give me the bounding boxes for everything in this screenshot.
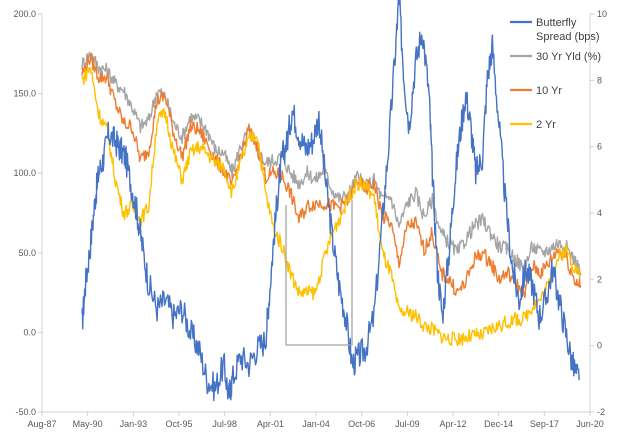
series-layer	[81, 0, 582, 402]
right-tick-label: 10	[597, 9, 607, 19]
legend-label-0: Spread (bps)	[536, 31, 600, 43]
legend: Butterfly Spread (bps) 30 Yr Yld (%) 10 Yr 2…	[510, 17, 601, 131]
gray-step-artifact	[285, 200, 353, 346]
x-tick-label: Jan-93	[120, 419, 148, 429]
legend-label-1: 30 Yr Yld (%)	[536, 51, 601, 63]
left-tick-label: 50.0	[18, 248, 36, 258]
series-line-1	[81, 51, 582, 277]
left-tick-label: 200.0	[13, 9, 36, 19]
x-tick-label: Jan-04	[302, 419, 330, 429]
x-tick-label: Oct-95	[165, 419, 192, 429]
x-axis: Aug-87 May-90 Jan-93 Oct-95 Jul-98 Apr-01 Jan-…	[27, 411, 604, 429]
x-tick-label: Sep-17	[530, 419, 559, 429]
right-tick-label: 6	[597, 142, 602, 152]
x-tick-label: Oct-06	[348, 419, 375, 429]
x-tick-label: Apr-12	[439, 419, 466, 429]
x-tick-label: Dec-14	[484, 419, 513, 429]
left-tick-label: 150.0	[13, 89, 36, 99]
right-tick-label: 0	[597, 341, 602, 351]
right-tick-label: -2	[597, 407, 605, 417]
legend-label-2: 10 Yr	[536, 85, 562, 97]
right-tick-label: 2	[597, 274, 602, 284]
legend-label-3: 2 Yr	[536, 119, 556, 131]
x-tick-label: Jul-98	[212, 419, 237, 429]
left-axis: -50.0 0.0 50.0 100.0 150.0 200.0	[13, 9, 43, 417]
right-tick-label: 8	[597, 75, 602, 85]
right-axis: -2 0 2 4 6 8 10	[589, 9, 607, 417]
left-tick-label: 0.0	[23, 327, 36, 337]
legend-label-0: Butterfly	[536, 17, 577, 29]
x-tick-label: Aug-87	[27, 419, 56, 429]
left-tick-label: 100.0	[13, 168, 36, 178]
left-tick-label: -50.0	[15, 407, 36, 417]
right-tick-label: 4	[597, 208, 602, 218]
series-line-0	[81, 0, 580, 402]
x-tick-label: May-90	[73, 419, 103, 429]
x-tick-label: Jul-09	[395, 419, 420, 429]
series-line-2	[81, 52, 582, 300]
x-tick-label: Jun-20	[576, 419, 604, 429]
x-tick-label: Apr-01	[257, 419, 284, 429]
